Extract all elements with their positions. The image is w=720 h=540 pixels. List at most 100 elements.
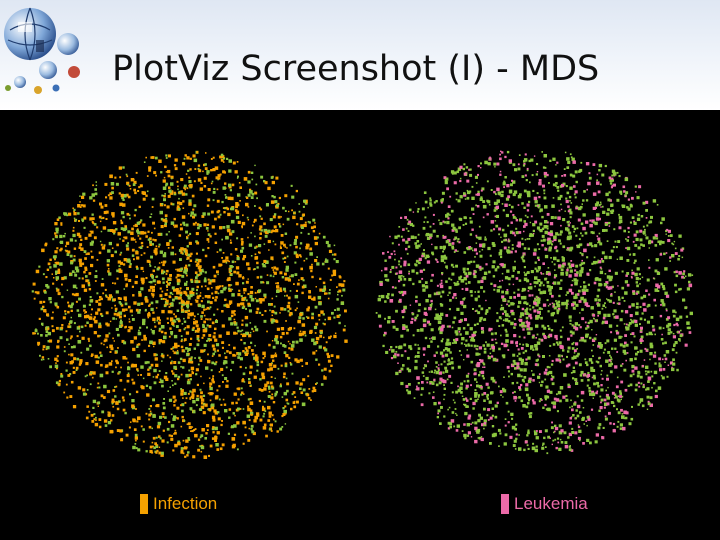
data-point xyxy=(255,354,258,357)
data-point xyxy=(526,434,529,437)
data-point xyxy=(569,235,572,238)
data-point xyxy=(569,323,571,325)
data-point xyxy=(107,411,109,413)
data-point xyxy=(555,302,559,305)
data-point xyxy=(504,203,508,207)
data-point xyxy=(398,260,401,263)
data-point xyxy=(150,156,153,159)
data-point xyxy=(173,164,177,167)
data-point xyxy=(151,243,154,246)
data-point xyxy=(143,231,147,235)
data-point xyxy=(483,290,486,293)
data-point xyxy=(559,242,562,245)
data-point xyxy=(236,303,241,307)
data-point xyxy=(454,249,457,252)
data-point xyxy=(261,407,266,412)
data-point xyxy=(621,296,624,299)
data-point xyxy=(490,229,493,232)
data-point xyxy=(555,446,558,450)
data-point xyxy=(269,309,271,312)
data-point xyxy=(302,279,305,282)
data-point xyxy=(543,189,546,192)
data-point xyxy=(301,285,305,289)
data-point xyxy=(336,314,340,318)
data-point xyxy=(341,294,343,297)
data-point xyxy=(598,342,602,346)
data-point xyxy=(502,396,504,398)
data-point xyxy=(163,270,166,273)
data-point xyxy=(204,437,207,440)
data-point xyxy=(466,323,470,327)
data-point xyxy=(566,268,569,272)
data-point xyxy=(287,296,291,300)
data-point xyxy=(189,378,192,381)
data-point xyxy=(395,350,398,353)
data-point xyxy=(254,415,258,420)
data-point xyxy=(199,445,202,448)
data-point xyxy=(657,240,660,244)
data-point xyxy=(536,341,541,345)
data-point xyxy=(168,420,171,424)
data-point xyxy=(642,383,645,386)
data-point xyxy=(467,372,470,375)
data-point xyxy=(314,222,316,224)
data-point xyxy=(318,345,322,349)
data-point xyxy=(81,204,84,207)
data-point xyxy=(535,436,539,440)
data-point xyxy=(272,215,276,219)
data-point xyxy=(76,326,81,330)
data-point xyxy=(123,388,126,391)
data-point xyxy=(529,283,532,286)
data-point xyxy=(508,315,511,318)
data-point xyxy=(678,271,682,275)
data-point xyxy=(221,341,224,344)
data-point xyxy=(237,387,241,391)
data-point xyxy=(642,230,646,234)
data-point xyxy=(104,288,107,291)
data-point xyxy=(185,249,188,253)
data-point xyxy=(177,361,181,364)
data-point xyxy=(338,321,341,325)
data-point xyxy=(507,224,510,227)
data-point xyxy=(553,235,557,240)
data-point xyxy=(599,242,603,246)
data-point xyxy=(225,235,229,240)
data-point xyxy=(432,396,435,399)
data-point xyxy=(160,225,164,229)
data-point xyxy=(524,387,529,392)
data-point xyxy=(125,283,128,286)
data-point xyxy=(131,378,134,381)
data-point xyxy=(518,357,522,361)
data-point xyxy=(181,338,183,341)
data-point xyxy=(230,239,232,241)
data-point xyxy=(522,295,527,300)
data-point xyxy=(266,274,269,276)
data-point xyxy=(539,430,542,433)
data-point xyxy=(573,230,575,233)
data-point xyxy=(193,180,196,183)
data-point xyxy=(211,321,215,325)
data-point xyxy=(282,287,286,291)
data-point xyxy=(275,340,279,345)
data-point xyxy=(549,344,552,347)
data-point xyxy=(313,325,318,330)
data-point xyxy=(421,284,425,288)
data-point xyxy=(315,322,319,326)
data-point xyxy=(86,347,90,351)
data-point xyxy=(161,384,164,388)
data-point xyxy=(198,304,201,308)
data-point xyxy=(103,211,107,215)
data-point xyxy=(472,308,474,310)
data-point xyxy=(213,332,216,335)
data-point xyxy=(533,233,535,235)
data-point xyxy=(247,398,250,401)
data-point xyxy=(149,237,152,240)
data-point xyxy=(611,179,614,182)
data-point xyxy=(486,395,488,398)
data-point xyxy=(206,238,210,241)
data-point xyxy=(521,258,524,260)
data-point xyxy=(523,266,526,269)
data-point xyxy=(470,423,472,425)
data-point xyxy=(155,245,158,247)
data-point xyxy=(554,174,558,178)
